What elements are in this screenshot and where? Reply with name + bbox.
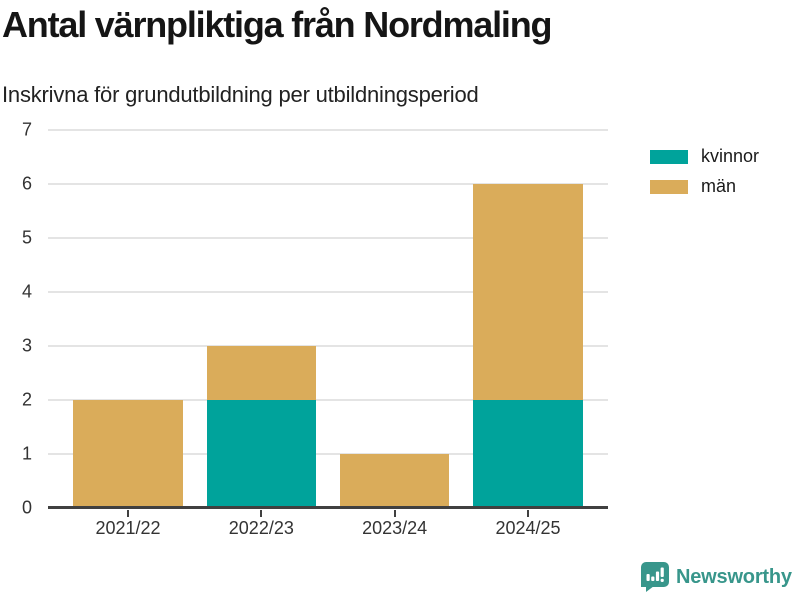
y-axis-label-3: 3 xyxy=(21,335,32,356)
bar-segment-kvinnor-2024-25 xyxy=(473,400,583,508)
bar-segment-män-2024-25 xyxy=(473,184,583,400)
legend: kvinnor män xyxy=(650,146,759,206)
y-axis-label-4: 4 xyxy=(21,281,32,302)
y-axis: 0 1 2 3 4 5 6 7 xyxy=(0,120,40,518)
y-axis-label-6: 6 xyxy=(21,173,32,194)
x-axis-label-2021-22: 2021/22 xyxy=(95,518,161,538)
plot-area xyxy=(48,129,608,517)
x-axis-tick-2021-22 xyxy=(126,510,129,517)
newsworthy-logo-icon xyxy=(641,562,669,592)
gridline-1 xyxy=(48,453,608,456)
y-axis-label-7: 7 xyxy=(21,119,32,140)
newsworthy-branding: Newsworthy xyxy=(641,562,792,592)
x-axis-label-2023-24: 2023/24 xyxy=(362,518,428,538)
legend-item-män: män xyxy=(650,176,759,197)
y-axis-label-0: 0 xyxy=(21,497,32,518)
gridline-3 xyxy=(48,345,608,347)
chart-subtitle: Inskrivna för grundutbildning per utbild… xyxy=(2,82,479,107)
gridline-4 xyxy=(48,291,608,294)
legend-swatch-kvinnor xyxy=(650,149,688,164)
y-axis-label-2: 2 xyxy=(21,389,32,410)
y-axis-label-1: 1 xyxy=(21,443,32,464)
x-axis: 2021/22 2022/23 2023/24 2024/25 xyxy=(48,518,608,542)
gridline-2 xyxy=(48,399,608,402)
legend-swatch-män xyxy=(650,179,688,194)
x-axis-label-2022-23: 2022/23 xyxy=(228,518,294,538)
gridline-7 xyxy=(48,129,608,131)
bar-segment-kvinnor-2022-23 xyxy=(206,400,316,508)
gridline-5 xyxy=(48,237,608,239)
bar-segment-män-2023-24 xyxy=(340,454,450,508)
x-axis-line xyxy=(48,506,608,509)
bar-segment-män-2022-23 xyxy=(206,346,316,400)
y-axis-label-5: 5 xyxy=(21,227,32,248)
newsworthy-wordmark: Newsworthy xyxy=(676,565,792,588)
x-axis-tick-2022-23 xyxy=(260,510,263,517)
gridline-6 xyxy=(48,183,608,185)
legend-label-kvinnor: kvinnor xyxy=(701,146,760,166)
x-axis-tick-2023-24 xyxy=(393,510,396,517)
bar-segment-män-2021-22 xyxy=(73,400,183,508)
x-axis-label-2024-25: 2024/25 xyxy=(495,518,561,538)
legend-item-kvinnor: kvinnor xyxy=(650,146,759,167)
chart-title: Antal värnpliktiga från Nordmaling xyxy=(2,4,552,45)
x-axis-tick-2024-25 xyxy=(527,510,529,517)
legend-label-män: män xyxy=(701,176,737,196)
